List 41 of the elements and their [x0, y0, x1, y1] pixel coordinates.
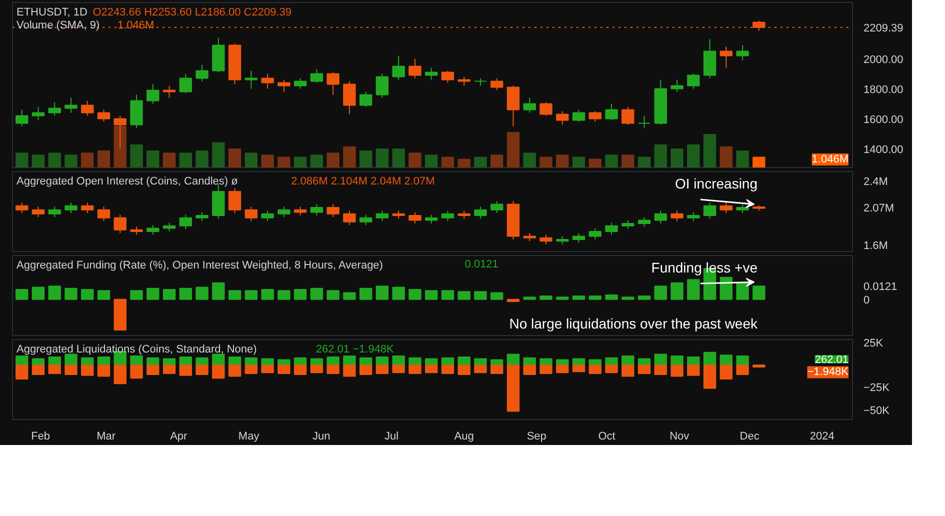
y-tick-label: 0 [864, 294, 870, 306]
y-tick-label: 25K [864, 338, 884, 350]
y-tick-label: 0.0121 [864, 281, 898, 294]
annotation: 262.01 [814, 354, 849, 366]
chart-title: ETHUSDT, 1D [16, 6, 88, 18]
x-tick-label: Apr [170, 430, 188, 442]
chart-title: Aggregated Open Interest (Coins, Candles) ø [16, 176, 238, 188]
chart-title: Volume (SMA, 9) [16, 20, 100, 32]
chart-subtitle: 1.046M [118, 20, 154, 32]
y-tick-label: 2.4M [864, 176, 888, 188]
chart-subtitle: 2.086M 2.104M 2.04M 2.07M [291, 176, 435, 188]
annotation: −1.948K [807, 366, 850, 378]
y-tick-label: 2.07M [864, 202, 894, 214]
y-tick-label: 2209.39 [864, 22, 904, 34]
y-tick-label: −50K [864, 405, 890, 418]
y-tick-label: −25K [864, 382, 890, 394]
chart-subtitle: O2243.66 H2253.60 L2186.00 C2209.39 [92, 6, 292, 18]
x-tick-label: Aug [454, 430, 474, 442]
chart-subtitle: 0.0121 [464, 258, 498, 270]
chart-title: Aggregated Funding (Rate (%), Open Interest Weighted, 8 Hours, Average) [16, 260, 383, 272]
y-tick-label: 1400.00 [864, 144, 904, 156]
x-tick-label: 2024 [810, 430, 834, 442]
x-tick-label: Sep [526, 430, 546, 442]
x-tick-label: Jun [312, 430, 330, 442]
y-tick-label: 1.6M [864, 240, 888, 252]
x-tick-label: Mar [96, 430, 116, 442]
x-tick-label: Oct [598, 430, 616, 442]
y-tick-label: 1600.00 [864, 114, 904, 126]
annotation: OI increasing [675, 176, 758, 192]
x-tick-label: Feb [31, 430, 50, 442]
annotation: Funding less +ve [651, 260, 758, 276]
x-tick-label: Dec [740, 430, 760, 442]
annotation: 1.046M [812, 154, 849, 166]
annotation: No large liquidations over the past week [509, 316, 758, 332]
chart-title: Aggregated Liquidations (Coins, Standard, None) [16, 344, 257, 356]
x-tick-label: Nov [670, 430, 690, 442]
y-tick-label: 1800.00 [864, 84, 904, 96]
x-tick-label: May [238, 430, 260, 442]
x-tick-label: Jul [384, 430, 399, 442]
y-tick-label: 2000.00 [864, 54, 904, 66]
chart-subtitle: 262.01 −1.948K [316, 344, 395, 356]
